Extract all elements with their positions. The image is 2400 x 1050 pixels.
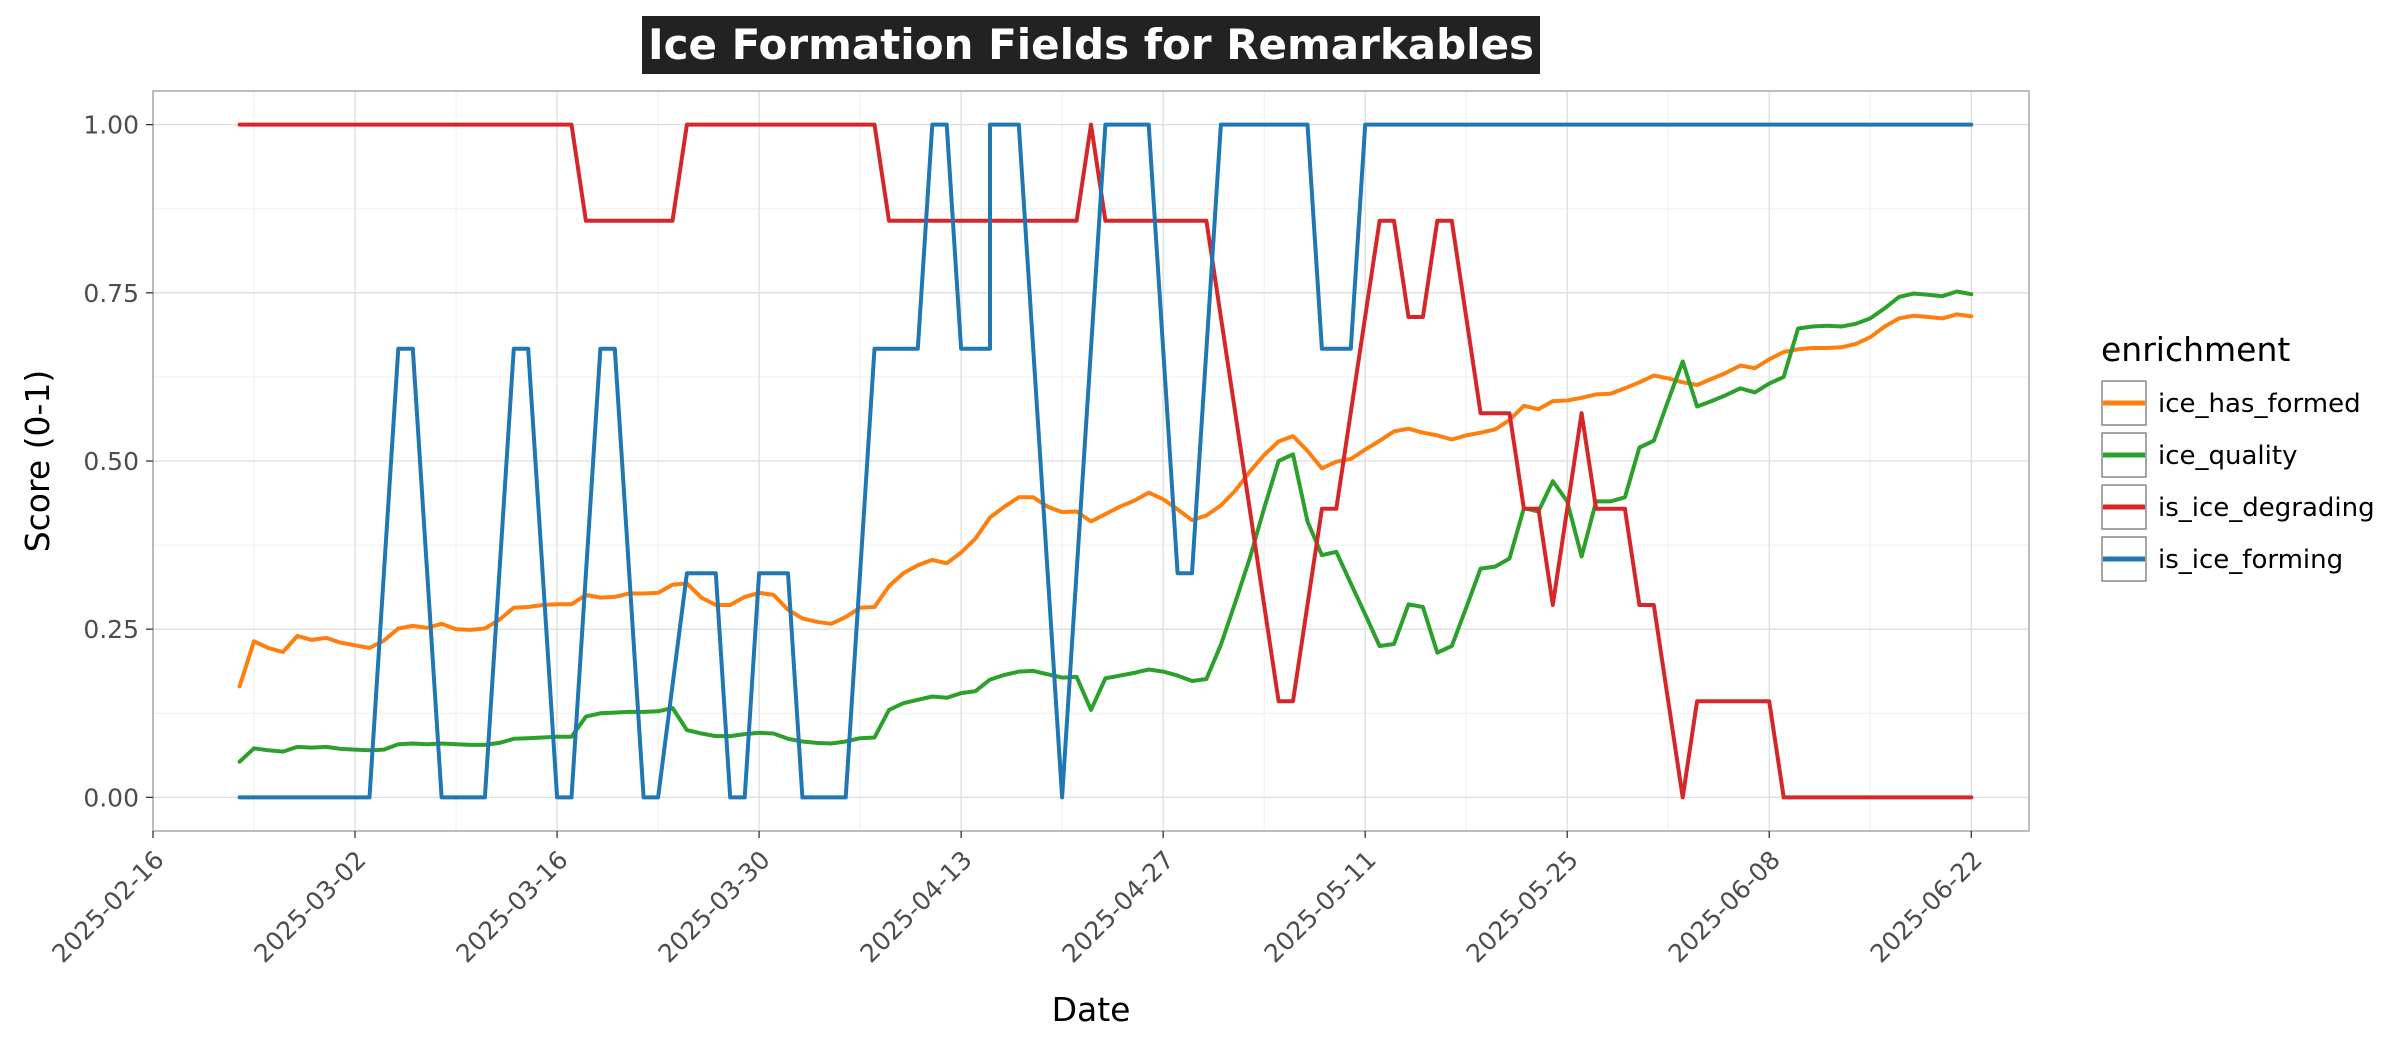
series-lines (237, 122, 1974, 800)
x-tick-label: 2025-05-25 (1461, 845, 1584, 968)
legend-label: is_ice_forming (2158, 545, 2343, 575)
series-line-is-ice-forming (237, 122, 1974, 800)
chart-title-group: Ice Formation Fields for Remarkables (642, 16, 1540, 74)
x-tick-label: 2025-03-02 (248, 845, 371, 968)
x-tick-label: 2025-04-27 (1057, 845, 1180, 968)
x-tick-label: 2025-04-13 (854, 845, 977, 968)
y-tick-label: 1.00 (83, 111, 139, 140)
legend-label: is_ice_degrading (2158, 493, 2375, 523)
x-tick-label: 2025-02-16 (46, 845, 169, 968)
series-line-is-ice-degrading (237, 122, 1974, 800)
y-tick-label: 0.00 (83, 783, 139, 812)
chart-title: Ice Formation Fields for Remarkables (648, 20, 1534, 69)
x-tick-label: 2025-06-08 (1663, 845, 1786, 968)
y-tick-label: 0.75 (83, 279, 139, 308)
legend: enrichment ice_has_formed ice_quality is_i… (2101, 330, 2375, 582)
x-tick-label: 2025-05-11 (1259, 845, 1382, 968)
y-tick-label: 0.50 (83, 447, 139, 476)
y-axis: 0.00 0.25 0.50 0.75 1.00 (83, 111, 153, 812)
x-axis-title: Date (1052, 990, 1131, 1029)
x-tick-label: 2025-03-16 (450, 845, 573, 968)
series-line-ice-has-formed (237, 312, 1974, 689)
y-tick-label: 0.25 (83, 615, 139, 644)
x-tick-label: 2025-06-22 (1865, 845, 1988, 968)
y-axis-title: Score (0-1) (18, 370, 57, 553)
x-axis: 2025-02-16 2025-03-02 2025-03-16 2025-03-30… (46, 831, 1988, 968)
legend-title: enrichment (2101, 330, 2290, 369)
x-tick-label: 2025-03-30 (652, 845, 775, 968)
legend-label: ice_has_formed (2158, 389, 2361, 419)
series-line-ice-quality (237, 289, 1974, 764)
chart-title-background (642, 16, 1540, 74)
legend-items: ice_has_formed ice_quality is_ice_degradin… (2101, 380, 2375, 582)
legend-label: ice_quality (2158, 441, 2297, 471)
